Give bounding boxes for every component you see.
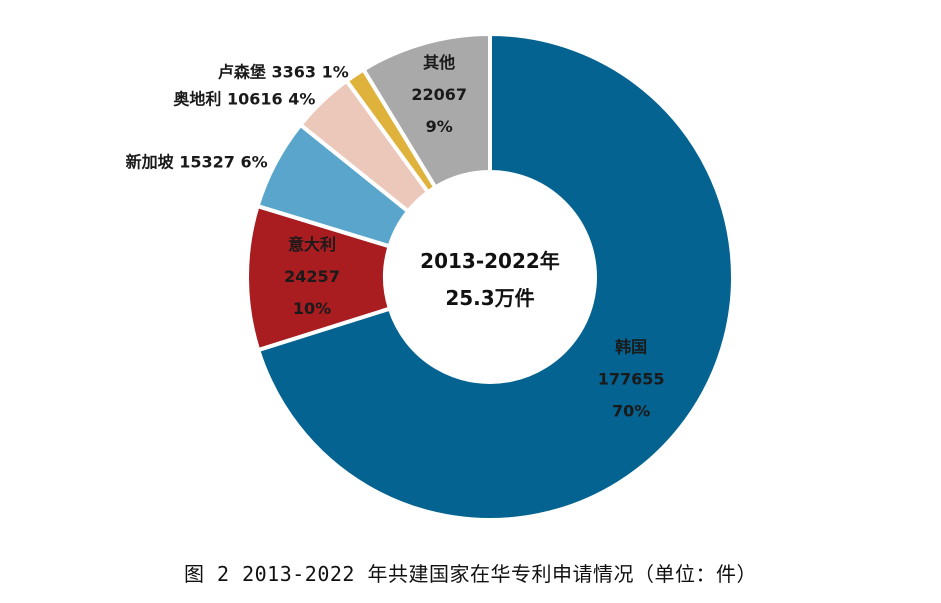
label-name-1: 韩国 — [615, 337, 647, 356]
slices-group — [245, 31, 735, 522]
label-5: 卢森堡 3363 1% — [218, 63, 349, 82]
label-percent-2: 10% — [293, 299, 331, 318]
center-label: 2013-2022年 25.3万件 — [420, 249, 560, 310]
label-name-6: 其他 — [423, 53, 455, 72]
label-3: 新加坡 15327 6% — [126, 153, 268, 172]
label-value-2: 24257 — [284, 267, 340, 286]
chart-caption: 图 2 2013-2022 年共建国家在华专利申请情况（单位：件） — [183, 562, 758, 586]
label-name-2: 意大利 — [288, 235, 336, 254]
label-percent-1: 70% — [612, 401, 650, 420]
label-percent-6: 9% — [426, 117, 453, 136]
slice-1 — [255, 31, 735, 522]
label-4: 奥地利 10616 4% — [173, 89, 315, 108]
label-value-6: 22067 — [411, 85, 467, 104]
label-value-1: 177655 — [598, 369, 665, 388]
center-label-line2: 25.3万件 — [445, 286, 534, 310]
center-label-line1: 2013-2022年 — [420, 249, 560, 273]
donut-chart: 韩国 177655 70% 意大利 24257 10% 其他 22067 9% 新加坡 15327… — [125, 31, 735, 522]
labels-group: 韩国 177655 70% 意大利 24257 10% 其他 22067 9% 新加坡 15327… — [126, 53, 665, 420]
slice-6 — [360, 31, 492, 191]
